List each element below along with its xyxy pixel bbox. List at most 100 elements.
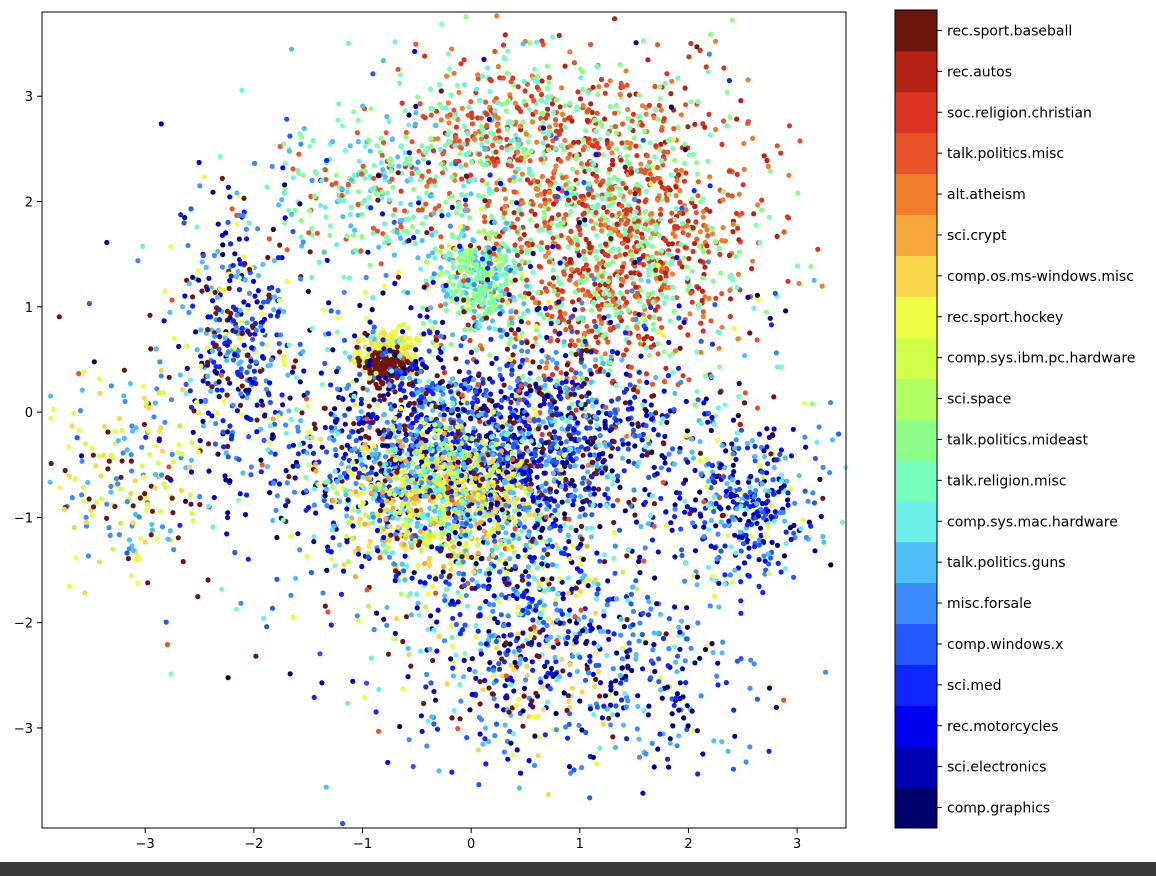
scatter-point	[524, 177, 531, 183]
scatter-point	[474, 295, 480, 302]
scatter-point	[477, 418, 483, 425]
scatter-point	[573, 407, 579, 413]
scatter-point	[559, 380, 565, 386]
scatter-point	[459, 176, 465, 182]
scatter-point	[603, 216, 610, 223]
scatter-point	[632, 394, 638, 400]
scatter-point	[386, 197, 392, 203]
scatter-point	[542, 135, 549, 141]
scatter-point	[491, 526, 497, 532]
scatter-point	[407, 344, 413, 350]
scatter-point	[572, 195, 578, 201]
scatter-point	[488, 501, 494, 507]
scatter-point	[570, 386, 576, 392]
scatter-point	[390, 426, 396, 432]
scatter-point	[570, 543, 576, 549]
scatter-point	[595, 295, 602, 301]
scatter-point	[595, 202, 601, 208]
scatter-point	[267, 490, 273, 496]
scatter-point	[558, 158, 564, 164]
scatter-point	[283, 468, 289, 474]
scatter-point	[580, 102, 586, 109]
scatter-point	[552, 434, 558, 440]
scatter-point	[488, 78, 494, 84]
scatter-point	[474, 441, 480, 448]
scatter-point	[622, 251, 628, 257]
scatter-point	[374, 414, 380, 421]
scatter-point	[270, 416, 276, 422]
scatter-point	[592, 137, 598, 143]
scatter-point	[704, 243, 710, 249]
scatter-point	[625, 106, 631, 113]
scatter-point	[496, 233, 502, 239]
scatter-point	[428, 112, 434, 118]
scatter-point	[815, 246, 821, 252]
scatter-point	[534, 139, 540, 145]
scatter-point	[481, 214, 488, 220]
scatter-point	[463, 162, 469, 168]
scatter-point	[449, 297, 455, 304]
scatter-point	[577, 514, 583, 520]
scatter-point	[553, 405, 559, 411]
scatter-point	[558, 370, 564, 376]
scatter-point	[567, 151, 573, 157]
scatter-point	[449, 46, 455, 52]
scatter-point	[383, 130, 389, 136]
scatter-point	[402, 149, 408, 156]
scatter-point	[323, 486, 330, 492]
scatter-point	[463, 540, 469, 547]
scatter-point	[509, 392, 515, 399]
scatter-point	[602, 351, 608, 357]
scatter-point	[458, 145, 464, 151]
scatter-point	[700, 328, 706, 334]
scatter-point	[421, 157, 427, 163]
scatter-point	[402, 394, 408, 400]
scatter-point	[542, 382, 548, 388]
scatter-point	[585, 167, 591, 173]
scatter-point	[351, 421, 357, 427]
scatter-point	[625, 307, 632, 313]
scatter-point	[492, 519, 498, 526]
scatter-point	[578, 352, 584, 358]
scatter-point	[520, 200, 526, 206]
scatter-point	[445, 132, 451, 138]
scatter-point	[724, 123, 730, 129]
scatter-point	[384, 114, 390, 120]
scatter-point	[685, 218, 691, 224]
scatter-point	[545, 106, 551, 112]
scatter-point	[610, 503, 616, 509]
scatter-point	[394, 325, 401, 331]
scatter-point	[630, 111, 637, 117]
scatter-point	[438, 117, 444, 123]
scatter-point	[568, 391, 574, 397]
scatter-point	[655, 432, 661, 438]
scatter-point	[473, 86, 479, 92]
scatter-point	[700, 249, 707, 255]
scatter-point	[523, 423, 530, 429]
scatter-point	[553, 163, 559, 169]
scatter-point	[427, 193, 433, 199]
scatter-point	[386, 118, 392, 124]
scatter-point	[593, 128, 599, 134]
scatter-point	[558, 440, 564, 446]
scatter-point	[500, 42, 507, 48]
scatter-point	[353, 489, 359, 495]
scatter-point	[712, 239, 719, 245]
scatter-point	[734, 284, 740, 290]
scatter-point	[696, 285, 702, 291]
scatter-point	[643, 189, 649, 195]
scatter-point	[596, 313, 602, 319]
scatter-point	[639, 122, 645, 128]
scatter-point	[341, 198, 347, 204]
scatter-point	[562, 515, 568, 522]
scatter-point	[541, 470, 547, 476]
scatter-point	[618, 233, 624, 239]
scatter-point	[408, 540, 414, 546]
scatter-point	[616, 210, 622, 216]
scatter-point	[411, 406, 417, 412]
scatter-point	[513, 309, 519, 315]
scatter-point	[310, 137, 316, 144]
scatter-point	[617, 91, 623, 97]
scatter-point	[492, 113, 499, 119]
scatter-point	[422, 561, 428, 567]
